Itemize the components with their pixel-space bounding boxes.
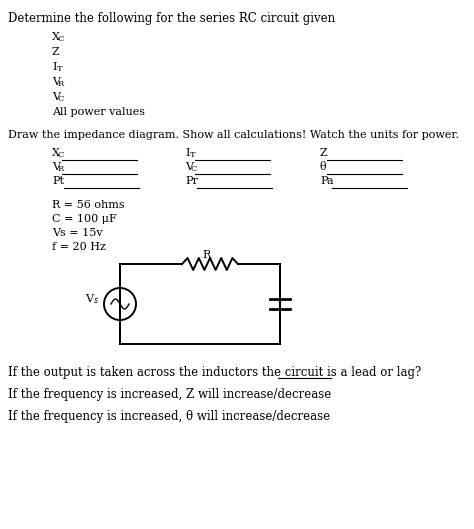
Text: Z: Z <box>320 148 328 158</box>
Text: Z: Z <box>52 47 60 57</box>
Text: R = 56 ohms: R = 56 ohms <box>52 200 125 210</box>
Text: T: T <box>57 65 63 73</box>
Text: If the output is taken across the inductors the circuit is a lead or lag?: If the output is taken across the induct… <box>8 366 421 379</box>
Text: f = 20 Hz: f = 20 Hz <box>52 242 106 252</box>
Text: Determine the following for the series RC circuit given: Determine the following for the series R… <box>8 12 335 25</box>
Text: I: I <box>52 62 56 72</box>
Text: R: R <box>203 250 211 260</box>
Text: θ: θ <box>320 162 327 172</box>
Text: C: C <box>57 35 64 43</box>
Text: Pt: Pt <box>52 176 64 186</box>
Text: V: V <box>52 77 60 87</box>
Text: V$_s$: V$_s$ <box>85 292 99 306</box>
Text: If the frequency is increased, Z will increase/decrease: If the frequency is increased, Z will in… <box>8 388 331 401</box>
Text: V: V <box>52 92 60 102</box>
Text: R: R <box>57 165 64 173</box>
Text: If the frequency is increased, θ will increase/decrease: If the frequency is increased, θ will in… <box>8 410 330 423</box>
Text: V: V <box>185 162 193 172</box>
Text: T: T <box>190 151 196 159</box>
Text: X: X <box>52 148 60 158</box>
Text: C: C <box>57 151 64 159</box>
Text: X: X <box>52 32 60 42</box>
Text: R: R <box>57 80 64 88</box>
Text: All power values: All power values <box>52 107 145 117</box>
Text: Vs = 15v: Vs = 15v <box>52 228 103 238</box>
Text: C: C <box>57 95 64 103</box>
Text: V: V <box>52 162 60 172</box>
Text: Pr: Pr <box>185 176 198 186</box>
Text: Draw the impedance diagram. Show all calculations! Watch the units for power.: Draw the impedance diagram. Show all cal… <box>8 130 459 140</box>
Text: C = 100 μF: C = 100 μF <box>52 214 117 224</box>
Text: Pa: Pa <box>320 176 334 186</box>
Text: I: I <box>185 148 190 158</box>
Text: C: C <box>190 165 197 173</box>
